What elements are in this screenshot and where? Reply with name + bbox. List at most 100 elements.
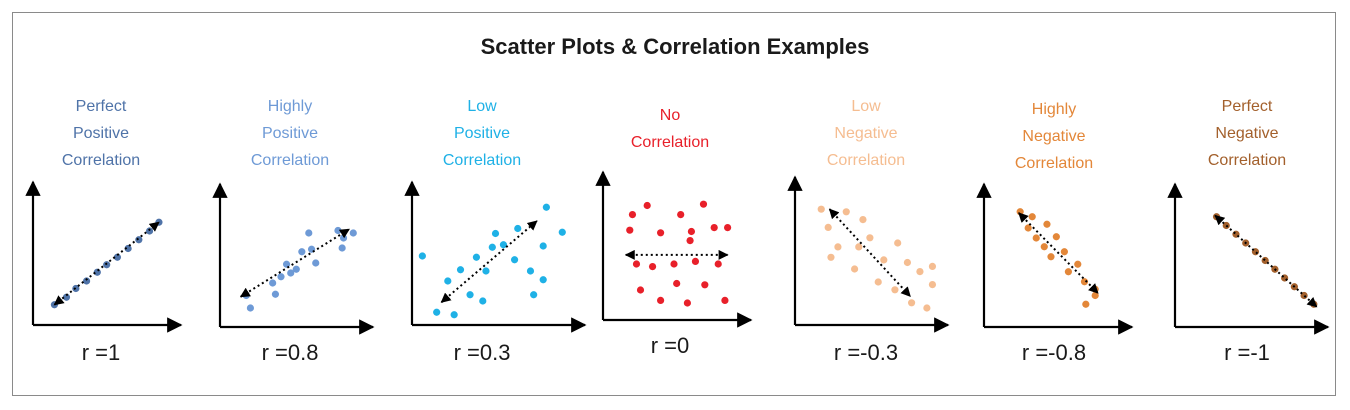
data-point (269, 279, 277, 287)
data-point (923, 304, 931, 312)
data-point (916, 268, 924, 276)
data-point (499, 241, 508, 249)
data-point (683, 299, 692, 307)
panel-heading-line: Low (467, 98, 497, 115)
panel-heading-line: Correlation (442, 152, 522, 169)
panel-heading-line: Perfect (75, 98, 127, 115)
data-point (891, 286, 899, 294)
data-point (834, 243, 842, 251)
data-point (626, 226, 634, 234)
data-point (928, 262, 937, 270)
data-point (657, 296, 665, 304)
data-point (491, 229, 500, 238)
panel-heading-line: Negative (834, 125, 898, 142)
data-point (859, 216, 867, 224)
trend-arrow (53, 221, 160, 306)
data-point (677, 211, 685, 219)
data-point (628, 211, 637, 219)
data-point (1024, 224, 1032, 232)
r-value-label: r =0.3 (453, 340, 511, 365)
data-point (1028, 213, 1036, 221)
data-point (928, 281, 937, 289)
trend-arrow (440, 220, 538, 304)
panel-heading: No Correlation (585, 102, 755, 156)
r-value-label: r =1 (81, 340, 121, 365)
r-value-label: r =-0.3 (833, 340, 899, 365)
data-point (1052, 233, 1060, 241)
data-point (510, 256, 519, 264)
data-point (305, 229, 313, 237)
panel-heading-line: Correlation (826, 152, 906, 169)
data-point (691, 257, 700, 265)
figure-frame (12, 12, 1336, 396)
trend-arrow (1018, 212, 1099, 294)
data-point (894, 239, 902, 247)
r-value-label: r =-1 (1224, 340, 1270, 365)
data-point (287, 269, 295, 277)
scatter-panel (1167, 182, 1330, 335)
data-point (866, 234, 874, 242)
panel-heading-line: Positive (72, 125, 130, 142)
data-point (1281, 274, 1289, 282)
data-point (851, 265, 859, 273)
data-point (874, 278, 882, 286)
data-point (271, 290, 280, 298)
data-point (657, 229, 665, 237)
data-point (312, 259, 320, 267)
panel-heading: Perfect Negative Correlation (1162, 93, 1332, 174)
data-point (1032, 234, 1040, 242)
data-point (1043, 220, 1051, 228)
data-point (542, 203, 550, 211)
r-value-label: r =-0.8 (1021, 340, 1087, 365)
panel-heading-line: Highly (1031, 101, 1077, 118)
scatter-panel (25, 180, 183, 333)
data-point (433, 308, 441, 316)
panel-heading-line: Negative (1022, 128, 1086, 145)
r-value-label: r =0 (650, 333, 690, 358)
data-point (479, 297, 487, 305)
data-point (687, 227, 696, 236)
panel-heading-line: Positive (261, 125, 319, 142)
panel-heading-line: Correlation (630, 134, 710, 151)
data-point (855, 243, 863, 251)
trend-arrow (239, 228, 350, 298)
data-point (710, 224, 718, 232)
data-point (842, 208, 850, 216)
data-point (466, 291, 474, 299)
data-point (558, 228, 566, 236)
panel-heading-line: Correlation (250, 152, 330, 169)
data-point (334, 226, 342, 235)
data-point (418, 252, 426, 260)
data-point (670, 260, 678, 268)
data-point (539, 276, 547, 284)
data-point (339, 234, 348, 242)
data-point (724, 224, 732, 232)
panel-heading-line: Negative (1215, 125, 1279, 142)
data-point (907, 299, 916, 307)
panel-heading-line: Highly (267, 98, 313, 115)
scatter-panel (787, 175, 950, 333)
data-point (701, 281, 709, 289)
data-point (686, 237, 694, 245)
data-point (817, 205, 825, 213)
panel-heading: Highly Positive Correlation (205, 93, 375, 174)
data-point (1074, 260, 1082, 268)
data-point (530, 291, 538, 299)
panel-heading: Low Negative Correlation (781, 93, 951, 174)
data-point (880, 256, 888, 264)
data-point (298, 248, 306, 256)
data-point (450, 311, 458, 319)
data-point (699, 200, 708, 208)
data-point (827, 253, 835, 261)
data-point (539, 242, 547, 250)
data-point (673, 279, 681, 288)
data-point (903, 258, 912, 267)
panel-heading-line: Low (851, 98, 881, 115)
data-point (349, 229, 357, 237)
data-point (643, 201, 651, 210)
data-point (482, 267, 490, 275)
panel-heading-line: Correlation (1014, 155, 1094, 172)
data-point (1064, 268, 1072, 276)
scatter-panel (212, 182, 375, 335)
